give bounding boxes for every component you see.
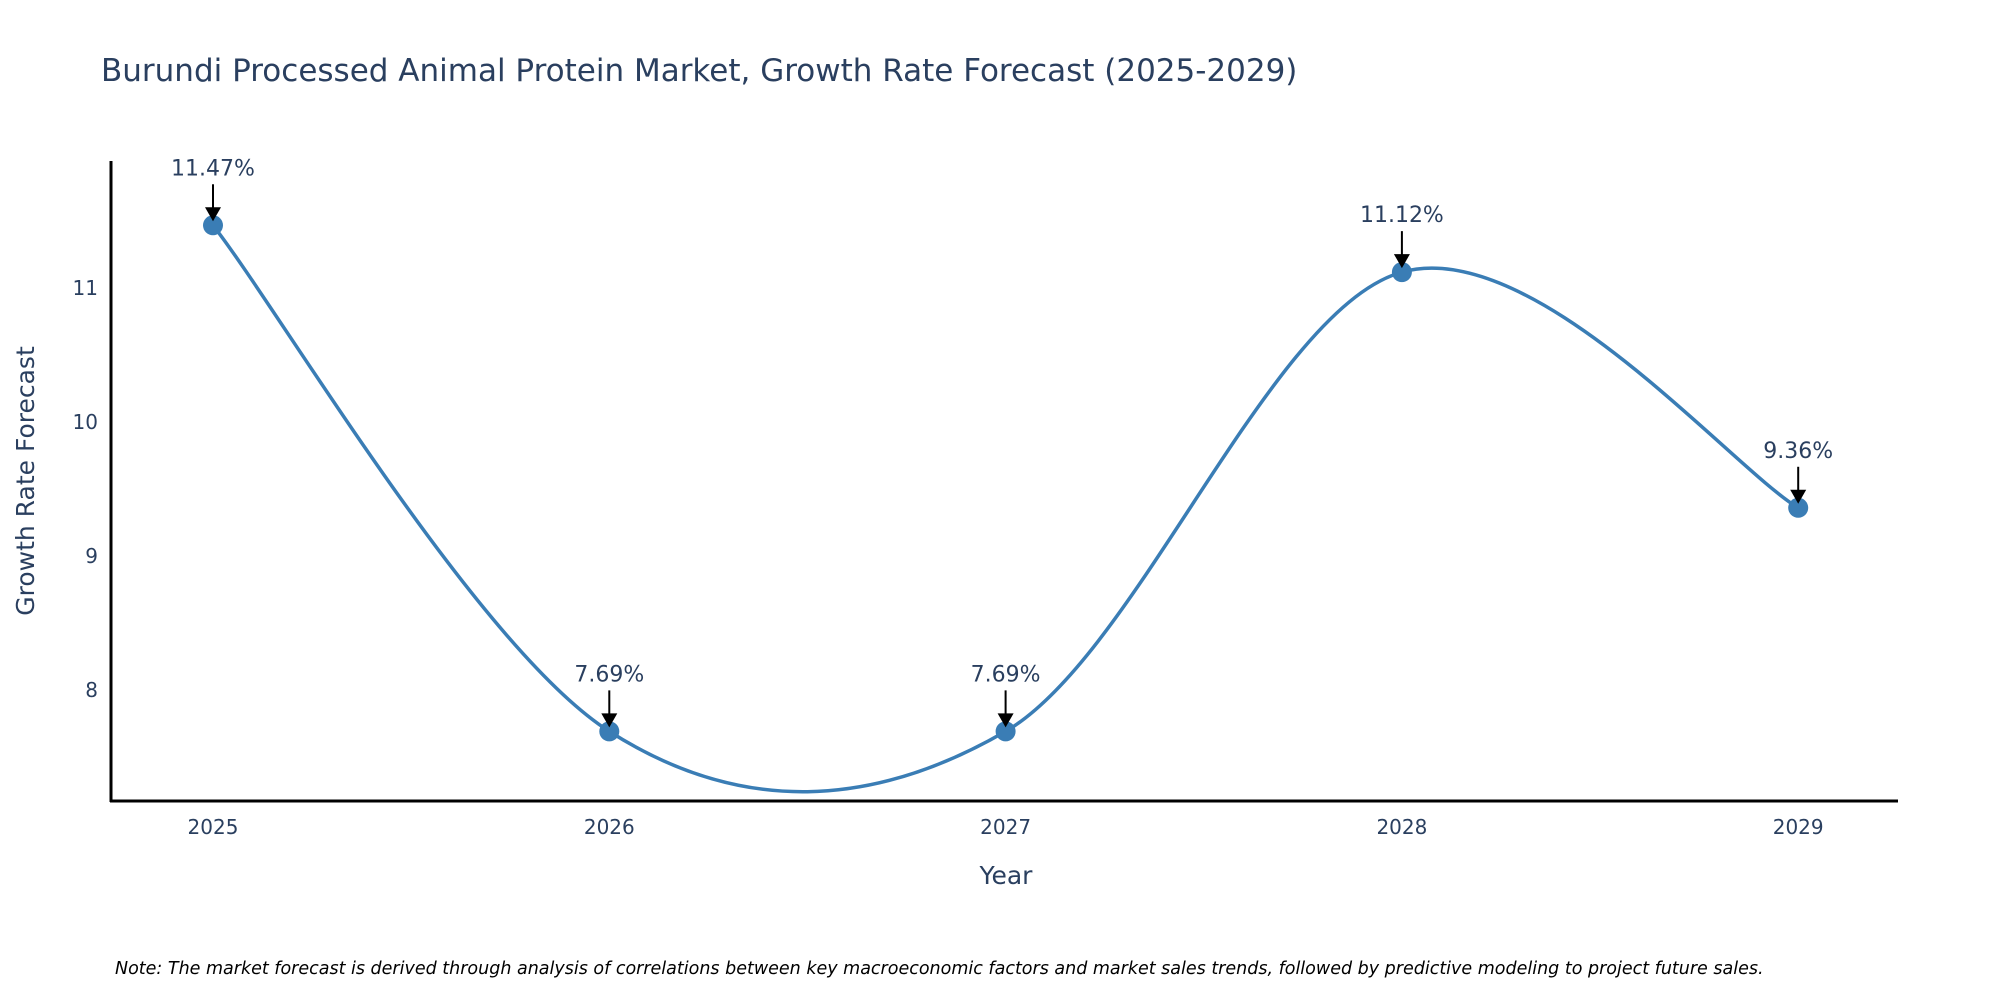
x-tick-label: 2026 [584,815,635,839]
annotation-arrowhead-icon [601,713,618,728]
plot-area: 11.47% 7.69% 7.69% 11.12% 9.36% [171,156,1833,794]
x-tick-label: 2028 [1376,815,1427,839]
x-tick-label: 2029 [1773,815,1824,839]
data-point-marker[interactable] [599,721,620,742]
y-tick-labels: 8 9 10 11 [73,276,98,702]
data-point-marker[interactable] [1788,497,1809,518]
y-tick-label: 10 [73,410,98,434]
series-layer [203,215,1809,794]
annotation-arrowhead-icon [1393,254,1410,269]
x-axis-title: Year [979,861,1034,890]
y-axis-title: Growth Rate Forecast [11,346,40,616]
data-label-annotation: 11.12% [1360,203,1444,269]
data-label-annotation: 7.69% [971,662,1041,728]
chart-title: Burundi Processed Animal Protein Market,… [101,53,1297,89]
data-label: 7.69% [971,662,1041,687]
x-tick-label: 2027 [980,815,1031,839]
x-tick-label: 2025 [188,815,239,839]
data-point-marker[interactable] [1391,262,1412,283]
chart-note: Note: The market forecast is derived thr… [115,959,1764,979]
data-label: 9.36% [1763,439,1833,464]
annotation-arrowhead-icon [1790,489,1807,504]
annotation-arrowhead-icon [205,207,221,222]
data-point-marker[interactable] [203,215,223,236]
y-tick-label: 9 [85,544,98,568]
data-label: 11.47% [171,156,255,181]
x-tick-labels: 2025 2026 2027 2028 2029 [188,815,1824,839]
y-tick-label: 11 [73,276,98,300]
data-point-marker[interactable] [995,721,1016,742]
annotation-layer: 11.47% 7.69% 7.69% 11.12% 9.36% [171,156,1833,728]
data-label-annotation: 9.36% [1763,439,1833,504]
y-tick-label: 8 [85,678,98,702]
data-label-annotation: 11.47% [171,156,255,222]
annotation-arrowhead-icon [997,713,1014,728]
data-label-annotation: 7.69% [574,662,644,728]
data-label: 7.69% [574,662,644,687]
data-label: 11.12% [1360,203,1444,228]
